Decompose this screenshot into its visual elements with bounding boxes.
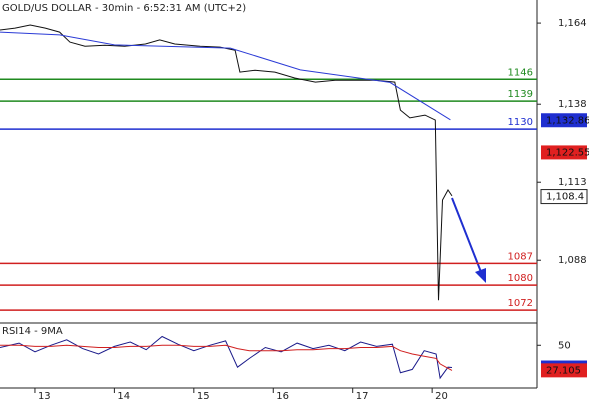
series-line (0, 31, 451, 121)
price-marker-label: 1,122.55 (546, 147, 589, 158)
level-label: 1072 (508, 298, 533, 309)
panel-title: RSI14 - 9MA (2, 326, 63, 337)
y-tick-label: 1,138 (558, 99, 587, 110)
y-tick-label: 1,088 (558, 255, 587, 266)
price-marker (541, 145, 587, 160)
x-tick-label: 15 (197, 391, 210, 402)
arrow (451, 197, 486, 283)
level-label: 1080 (508, 273, 533, 284)
y-tick-label: 1,164 (558, 18, 587, 29)
series-line (0, 335, 453, 380)
level-label: 1139 (508, 89, 533, 100)
price-marker (540, 189, 588, 205)
price-marker (541, 363, 587, 378)
y-tick-label: 50 (558, 340, 571, 351)
level-label: 1146 (508, 67, 533, 78)
price-marker (541, 113, 587, 128)
x-tick-label: 20 (435, 391, 448, 402)
x-tick-label: 17 (356, 391, 369, 402)
x-tick-label: 13 (38, 391, 51, 402)
price-marker-label: 1,108.4 (546, 192, 584, 203)
level-label: 1087 (508, 251, 533, 262)
series-line (0, 344, 453, 371)
chart-title: GOLD/US DOLLAR - 30min - 6:52:31 AM (UTC… (2, 3, 246, 14)
price-marker-label: 27.105 (546, 365, 581, 376)
price-marker-label: 1,132.86 (546, 115, 589, 126)
level-label: 1130 (508, 117, 533, 128)
x-tick-label: 16 (276, 391, 289, 402)
x-tick-label: 14 (117, 391, 130, 402)
y-tick-label: 1,113 (558, 177, 587, 188)
series-line (0, 24, 453, 301)
